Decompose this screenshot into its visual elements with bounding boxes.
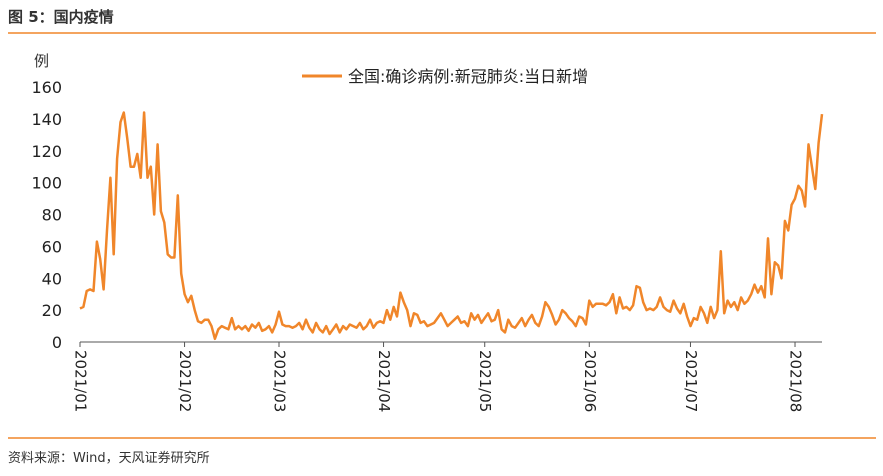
- x-tick-label: 2021/01: [72, 350, 90, 412]
- header: 图 5：国内疫情: [8, 8, 114, 26]
- x-tick-label: 2021/04: [375, 350, 393, 412]
- x-tick-label: 2021/08: [787, 350, 805, 412]
- x-tick-label: 2021/05: [476, 350, 494, 412]
- y-tick-label: 40: [42, 269, 62, 288]
- legend-label: 全国:确诊病例:新冠肺炎:当日新增: [348, 67, 588, 86]
- y-unit: 例: [34, 52, 49, 70]
- x-tick-label: 2021/02: [176, 350, 194, 412]
- y-tick-label: 0: [52, 333, 62, 352]
- y-tick-label: 100: [31, 174, 62, 193]
- y-tick-label: 120: [31, 142, 62, 161]
- y-tick-label: 60: [42, 237, 62, 256]
- y-tick-label: 20: [42, 301, 62, 320]
- x-tick-label: 2021/07: [682, 350, 700, 412]
- y-tick-label: 160: [31, 78, 62, 97]
- x-tick-label: 2021/06: [581, 350, 599, 412]
- y-tick-label: 140: [31, 110, 62, 129]
- x-tick-label: 2021/03: [270, 350, 288, 412]
- source: 资料来源：Wind，天风证券研究所: [8, 450, 210, 466]
- series-line: [79, 111, 824, 341]
- y-tick-label: 80: [42, 206, 62, 225]
